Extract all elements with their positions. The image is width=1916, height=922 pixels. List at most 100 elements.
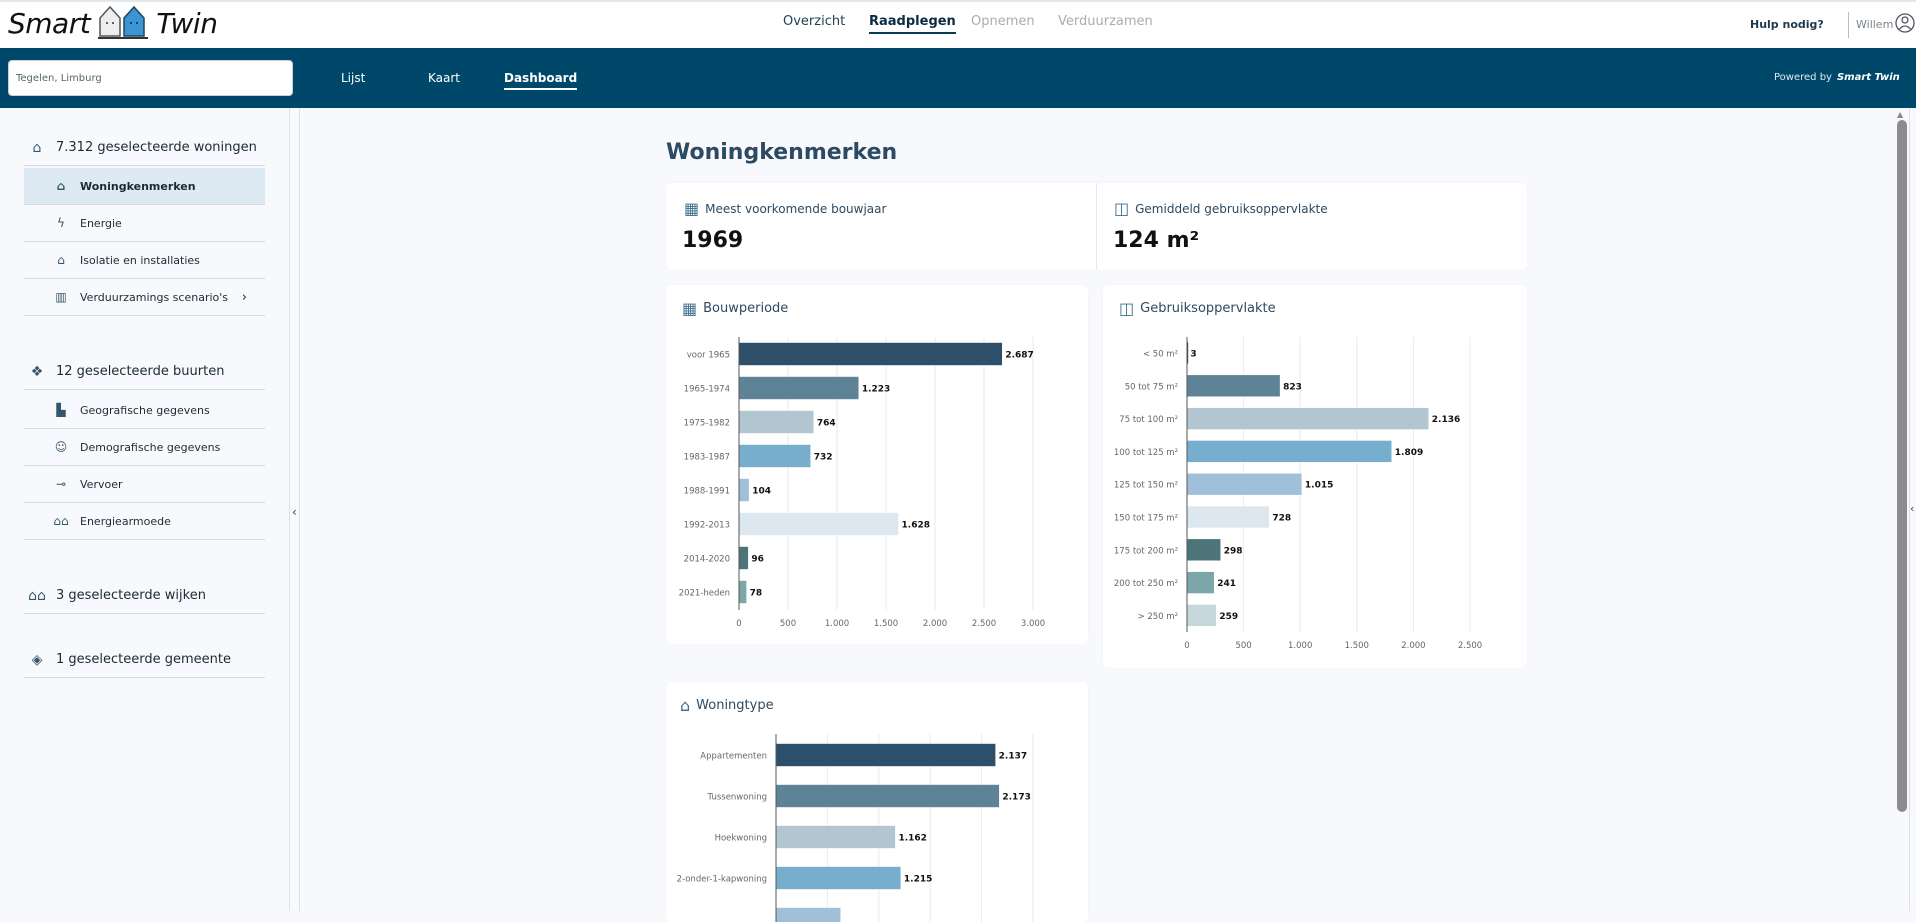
buildings-icon: ▙ <box>50 403 72 417</box>
sidebar-group-label: 3 geselecteerde wijken <box>56 588 206 603</box>
tab-lijst[interactable]: Lijst <box>341 71 365 85</box>
smart-twin-logo[interactable]: Smart Twin <box>8 4 217 42</box>
powered-by-text: Powered by <box>1774 72 1832 83</box>
bar <box>739 479 749 502</box>
tab-dashboard[interactable]: Dashboard <box>504 71 577 90</box>
category-label: voor 1965 <box>687 351 730 361</box>
nav-verduurzamen[interactable]: Verduurzamen <box>1058 14 1153 29</box>
tab-kaart[interactable]: Kaart <box>428 71 460 85</box>
category-label: < 50 m² <box>1143 350 1178 360</box>
kpi-label-text: Gemiddeld gebruiksoppervlakte <box>1135 202 1328 216</box>
sidebar-group-3[interactable]: ◈ 1 geselecteerde gemeente <box>24 642 265 678</box>
value-label: 2.687 <box>1005 351 1033 361</box>
kpi-oppervlakte-value: 124 m² <box>1113 228 1199 253</box>
location-search-input[interactable] <box>8 60 293 96</box>
category-label: 50 tot 75 m² <box>1125 382 1178 392</box>
bar <box>1187 375 1280 397</box>
sidebar-item-vervoer[interactable]: ⊸Vervoer <box>24 466 265 503</box>
bar-chart-icon: ▥ <box>50 290 72 304</box>
value-label: 764 <box>817 419 836 429</box>
sidebar-item-isolatie-en-installaties[interactable]: ⌂Isolatie en installaties <box>24 242 265 279</box>
category-label: 200 tot 250 m² <box>1114 579 1178 589</box>
category-label: 2021-heden <box>679 589 730 599</box>
sidebar-item-geografische-gegevens[interactable]: ▙Geografische gegevens <box>24 392 265 429</box>
scroll-up-icon[interactable]: ▲ <box>1897 110 1903 119</box>
neighbourhood-icon: ❖ <box>26 364 48 380</box>
chevron-left-icon[interactable]: ‹ <box>1910 502 1914 515</box>
user-avatar-icon[interactable] <box>1895 12 1915 34</box>
bar <box>776 826 895 849</box>
bar <box>739 547 748 570</box>
chevron-right-icon[interactable]: › <box>242 290 247 305</box>
chevron-left-icon[interactable]: ‹ <box>292 505 297 519</box>
value-label: 728 <box>1272 514 1291 524</box>
category-label: Hoekwoning <box>715 834 767 844</box>
category-label: 100 tot 125 m² <box>1114 448 1178 458</box>
value-label: 298 <box>1224 546 1243 556</box>
value-label: 2.173 <box>1002 793 1030 803</box>
value-label: 823 <box>1283 382 1302 392</box>
sidebar-item-label: Vervoer <box>80 478 123 491</box>
nav-overzicht[interactable]: Overzicht <box>783 14 845 29</box>
user-name[interactable]: Willem <box>1856 18 1893 31</box>
bar <box>1187 473 1302 495</box>
sidebar-item-label: Energiearmoede <box>80 515 171 528</box>
tick-label: 500 <box>780 619 796 629</box>
sidebar-group-0[interactable]: ⌂7.312 geselecteerde woningen <box>24 130 265 166</box>
category-label: 1983-1987 <box>684 453 730 463</box>
powered-by-brand: Smart Twin <box>1837 72 1900 83</box>
sidebar-group-label: 1 geselecteerde gemeente <box>56 652 231 667</box>
nav-opnemen[interactable]: Opnemen <box>971 14 1035 29</box>
value-label: 732 <box>814 453 833 463</box>
house-icon: ⌂ <box>50 179 72 193</box>
houses-icon: ⌂⌂ <box>50 514 72 528</box>
value-label: 78 <box>750 589 763 599</box>
value-label: 3 <box>1190 350 1196 360</box>
bar <box>1187 408 1429 430</box>
sidebar-group-2[interactable]: ⌂⌂ 3 geselecteerde wijken <box>24 578 265 614</box>
houses-icon: ⌂⌂ <box>26 588 48 604</box>
value-label: 1.162 <box>898 834 926 844</box>
municipality-icon: ◈ <box>26 652 48 668</box>
sidebar-item-demografische-gegevens[interactable]: ☺Demografische gegevens <box>24 429 265 466</box>
bricks-icon: ▦ <box>684 199 699 218</box>
sidebar-group-1[interactable]: ❖12 geselecteerde buurten <box>24 354 265 390</box>
kpi-bouwjaar-value: 1969 <box>682 228 743 253</box>
category-label: 125 tot 150 m² <box>1114 481 1178 491</box>
kpi-card: ▦Meest voorkomende bouwjaar 1969 ◫Gemidd… <box>666 183 1527 270</box>
top-bar <box>0 0 1916 48</box>
people-icon: ☺ <box>50 440 72 454</box>
lightning-icon: ϟ <box>50 216 72 230</box>
help-link[interactable]: Hulp nodig? <box>1750 18 1824 31</box>
tick-label: 1.000 <box>1288 641 1312 651</box>
nav-raadplegen[interactable]: Raadplegen <box>869 14 956 34</box>
category-label: 2014-2020 <box>684 555 730 565</box>
tick-label: 500 <box>1235 641 1251 651</box>
bar <box>776 744 996 767</box>
category-label: 1988-1991 <box>684 487 730 497</box>
tick-label: 1.000 <box>825 619 849 629</box>
house-icon: ⌂ <box>26 140 48 156</box>
category-label: 1992-2013 <box>684 521 730 531</box>
bar <box>1187 506 1269 528</box>
sidebar-item-verduurzamings-scenario-s[interactable]: ▥Verduurzamings scenario's› <box>24 279 265 316</box>
value-label: 104 <box>752 487 771 497</box>
tick-label: 2.500 <box>972 619 996 629</box>
scrollbar-thumb[interactable] <box>1897 120 1907 812</box>
sidebar-item-woningkenmerken[interactable]: ⌂Woningkenmerken <box>24 168 265 205</box>
category-label: > 250 m² <box>1138 612 1178 622</box>
sidebar-item-energiearmoede[interactable]: ⌂⌂ Energiearmoede <box>24 503 265 540</box>
bar <box>776 785 999 808</box>
tick-label: 2.000 <box>923 619 947 629</box>
insulated-house-icon: ⌂ <box>50 253 72 267</box>
bar <box>739 411 814 434</box>
value-label: 1.628 <box>902 521 930 531</box>
logo-houses-icon <box>94 4 152 42</box>
value-label: 1.215 <box>904 875 932 885</box>
value-label: 2.137 <box>999 752 1027 762</box>
